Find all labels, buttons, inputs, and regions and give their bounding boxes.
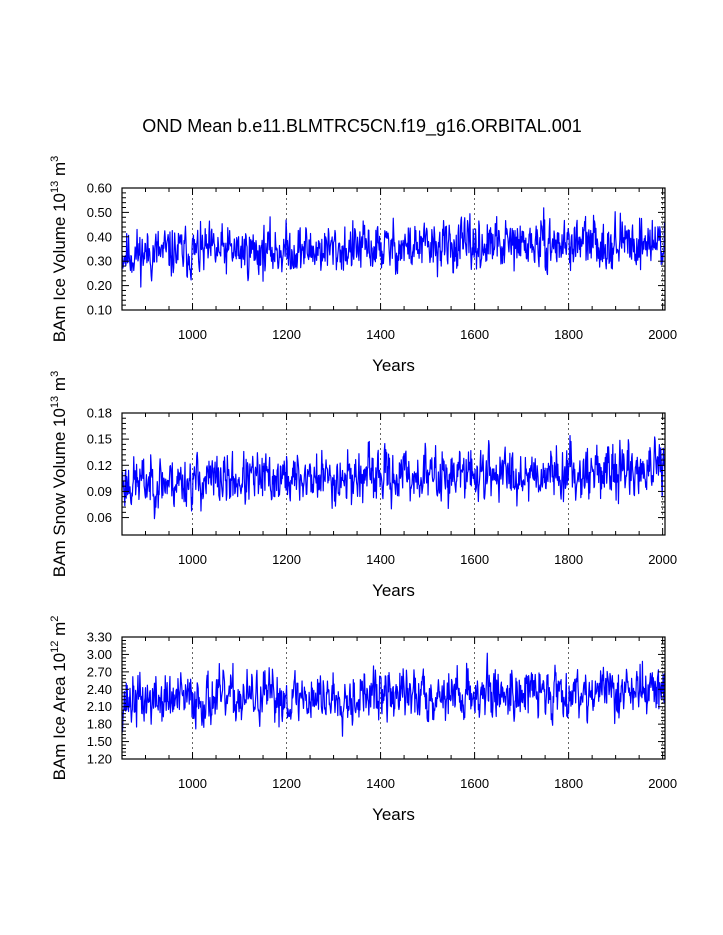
y-tick-label: 2.40 — [87, 682, 112, 697]
y-axis-label-text: BAm Snow Volume 10 — [50, 408, 69, 577]
y-tick-label: 1.50 — [87, 734, 112, 749]
y-axis-label-exponent: 2 — [49, 616, 61, 622]
y-axis-label-text: BAm Ice Area 10 — [50, 653, 69, 781]
y-axis-label-exponent: 3 — [49, 156, 61, 162]
x-tick-label: 1800 — [554, 552, 583, 567]
x-tick-label: 1200 — [272, 552, 301, 567]
panel-1: 1000 1200 1400 1600 1800 2000 0.10 0.20 0.30 0.40… — [49, 156, 677, 375]
y-tick-label: 0.10 — [87, 303, 112, 318]
y-axis-label-exponent: 12 — [49, 641, 61, 653]
y-axis-label-text: m — [50, 162, 69, 181]
x-tick-label: 1600 — [460, 327, 489, 342]
x-tick-label: 1800 — [554, 327, 583, 342]
y-axis-label: BAm Snow Volume 1013 m3 — [49, 371, 69, 577]
x-tick-label: 1600 — [460, 776, 489, 791]
x-tick-label: 1000 — [178, 327, 207, 342]
series-line-1 — [121, 207, 666, 288]
y-tick-label: 0.50 — [87, 205, 112, 220]
y-tick-label: 0.20 — [87, 278, 112, 293]
panel-2: 1000 1200 1400 1600 1800 2000 0.06 0.09 0.12 0.15… — [49, 371, 677, 600]
y-tick-label: 0.06 — [87, 510, 112, 525]
x-tick-label: 2000 — [648, 552, 677, 567]
y-tick-label: 2.70 — [87, 664, 112, 679]
y-tick-label: 0.60 — [87, 181, 112, 196]
x-tick-label: 1200 — [272, 327, 301, 342]
y-axis-label-exponent: 3 — [49, 371, 61, 377]
y-tick-label: 1.20 — [87, 752, 112, 767]
x-tick-label: 1200 — [272, 776, 301, 791]
y-tick-label: 0.15 — [87, 432, 112, 447]
y-tick-label: 3.30 — [87, 630, 112, 645]
x-tick-label: 1400 — [366, 327, 395, 342]
y-axis-label-text: m — [50, 622, 69, 641]
y-tick-label: 0.12 — [87, 458, 112, 473]
panel-3: 1000 1200 1400 1600 1800 2000 1.20 1.50 1.80 2.10… — [49, 616, 677, 824]
plot-frame — [121, 187, 666, 311]
y-tick-label: 0.30 — [87, 254, 112, 269]
x-tick-label: 1400 — [366, 776, 395, 791]
y-tick-label: 0.18 — [87, 406, 112, 421]
chart-title: OND Mean b.e11.BLMTRC5CN.f19_g16.ORBITAL… — [142, 116, 582, 137]
x-tick-label: 2000 — [648, 327, 677, 342]
y-axis-label-text: m — [50, 377, 69, 396]
x-tick-label: 1400 — [366, 552, 395, 567]
y-axis-label-text: BAm Ice Volume 10 — [50, 193, 69, 342]
x-axis-label: Years — [372, 581, 415, 600]
y-tick-label: 0.09 — [87, 484, 112, 499]
y-axis-label: BAm Ice Volume 1013 m3 — [49, 156, 69, 343]
y-tick-label: 0.40 — [87, 229, 112, 244]
x-axis-label: Years — [372, 356, 415, 375]
y-tick-label: 3.00 — [87, 647, 112, 662]
y-axis-label-exponent: 13 — [49, 396, 61, 408]
x-tick-label: 1000 — [178, 552, 207, 567]
x-tick-label: 1600 — [460, 552, 489, 567]
y-tick-label: 1.80 — [87, 717, 112, 732]
y-axis-label: BAm Ice Area 1012 m2 — [49, 616, 69, 781]
x-tick-label: 2000 — [648, 776, 677, 791]
plot-frame — [121, 412, 666, 536]
series-line-1 — [121, 652, 666, 737]
plot-frame — [121, 636, 666, 760]
x-tick-label: 1800 — [554, 776, 583, 791]
y-tick-label: 2.10 — [87, 699, 112, 714]
y-axis-label-exponent: 13 — [49, 181, 61, 193]
x-axis-label: Years — [372, 805, 415, 824]
x-tick-label: 1000 — [178, 776, 207, 791]
series-line-1 — [121, 434, 666, 520]
